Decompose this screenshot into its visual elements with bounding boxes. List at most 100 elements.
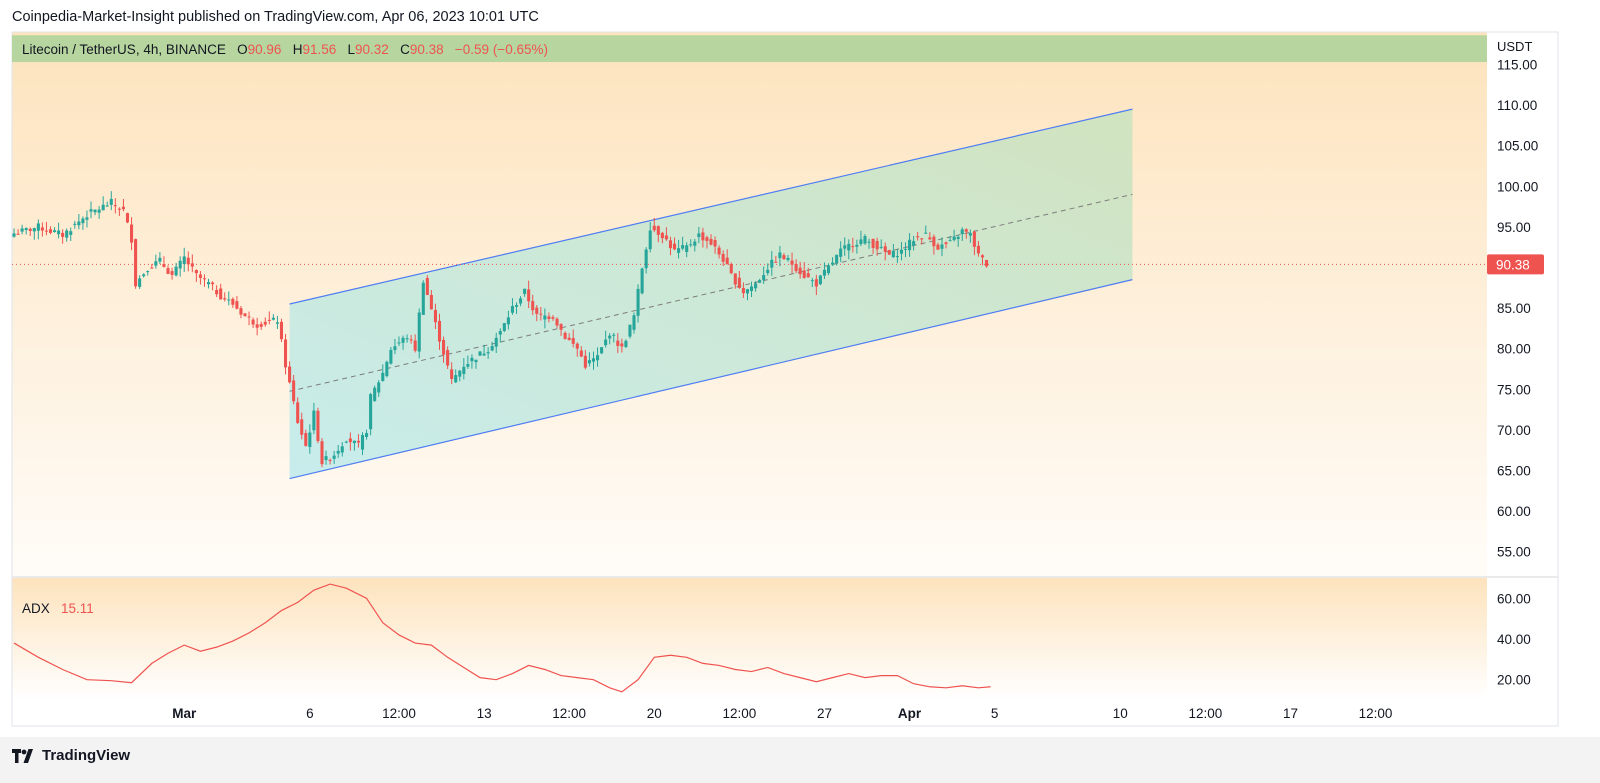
candle-body bbox=[267, 319, 271, 321]
candle-body bbox=[980, 255, 985, 258]
candle-body bbox=[924, 232, 928, 234]
candle-body bbox=[883, 246, 887, 252]
candle-body bbox=[369, 394, 373, 430]
candle-body bbox=[97, 209, 101, 213]
candle-body bbox=[555, 318, 559, 326]
candle-body bbox=[125, 213, 130, 223]
time-axis-tick: 12:00 bbox=[1188, 706, 1222, 721]
candle-body bbox=[798, 267, 802, 275]
candle-body bbox=[417, 312, 421, 352]
candle-body bbox=[887, 250, 891, 255]
candle-body bbox=[194, 270, 198, 274]
adx-axis-tick: 40.00 bbox=[1497, 632, 1531, 647]
time-axis-tick: 13 bbox=[477, 706, 492, 721]
candle-body bbox=[563, 332, 567, 339]
candle-body bbox=[271, 317, 275, 320]
candle-body bbox=[57, 230, 61, 235]
candle-body bbox=[85, 217, 89, 220]
price-axis-tick: 70.00 bbox=[1497, 423, 1531, 438]
candle-body bbox=[377, 382, 381, 393]
candle-body bbox=[154, 261, 158, 266]
tradingview-logo[interactable]: TradingView bbox=[12, 747, 130, 764]
candle-body bbox=[608, 335, 612, 339]
candle-body bbox=[668, 240, 673, 249]
channel-upper-line bbox=[289, 108, 1133, 305]
candle-body bbox=[826, 265, 831, 274]
candle-body bbox=[940, 244, 944, 249]
candle-body bbox=[332, 455, 336, 459]
candle-body bbox=[73, 223, 77, 225]
candle-body bbox=[81, 218, 85, 224]
candle-body bbox=[166, 268, 170, 274]
candle-body bbox=[312, 410, 316, 431]
candle-body bbox=[308, 432, 312, 447]
change-value: −0.59 (−0.65%) bbox=[454, 42, 548, 57]
price-chart[interactable]: USDT115.00110.00105.00100.0095.0090.0085… bbox=[0, 0, 1600, 737]
candle-body bbox=[685, 245, 689, 252]
candle-body bbox=[109, 198, 113, 205]
adx-line bbox=[13, 583, 991, 693]
candle-body bbox=[519, 298, 523, 304]
candle-body bbox=[705, 237, 709, 241]
candle-body bbox=[604, 339, 608, 346]
candle-body bbox=[693, 241, 697, 246]
price-axis-tick: 75.00 bbox=[1497, 382, 1531, 397]
time-axis-tick: 6 bbox=[306, 706, 314, 721]
price-axis-tick: 65.00 bbox=[1497, 463, 1531, 478]
time-axis-tick: 12:00 bbox=[722, 706, 756, 721]
candle-body bbox=[328, 459, 332, 461]
candle-body bbox=[903, 248, 908, 250]
candle-body bbox=[397, 342, 401, 344]
candle-body bbox=[875, 240, 879, 250]
candle-body bbox=[774, 261, 778, 263]
candle-body bbox=[20, 228, 24, 232]
candle-body bbox=[482, 353, 486, 356]
candle-body bbox=[891, 250, 895, 258]
candle-body bbox=[579, 350, 583, 357]
low-label: L bbox=[347, 42, 356, 57]
candle-body bbox=[247, 316, 251, 318]
candle-body bbox=[547, 316, 551, 319]
candle-body bbox=[182, 256, 186, 264]
candle-body bbox=[138, 278, 142, 287]
candle-body bbox=[190, 263, 194, 267]
candle-body bbox=[863, 236, 867, 244]
candle-body bbox=[713, 240, 717, 247]
candle-body bbox=[202, 278, 207, 280]
candle-body bbox=[514, 305, 519, 307]
candle-body bbox=[733, 273, 737, 285]
candle-body bbox=[632, 315, 636, 330]
candle-body bbox=[506, 317, 510, 325]
candle-body bbox=[721, 254, 725, 262]
close-value: 90.38 bbox=[409, 42, 444, 57]
adx-axis-tick: 60.00 bbox=[1497, 591, 1531, 606]
price-axis-tick: 85.00 bbox=[1497, 301, 1531, 316]
candle-body bbox=[600, 347, 604, 354]
candle-body bbox=[162, 264, 166, 267]
candle-body bbox=[251, 319, 255, 325]
candle-body bbox=[689, 244, 693, 246]
candle-body bbox=[790, 260, 794, 265]
candle-body bbox=[697, 233, 701, 238]
candle-body bbox=[908, 239, 912, 251]
candle-body bbox=[105, 205, 109, 207]
candle-body bbox=[672, 243, 677, 250]
channel-lower-line bbox=[289, 279, 1133, 480]
candle-body bbox=[543, 315, 547, 320]
symbol-legend: Litecoin / TetherUS, 4h, BINANCE O90.96 … bbox=[22, 42, 548, 57]
candle-body bbox=[810, 280, 814, 282]
time-axis-tick: 12:00 bbox=[552, 706, 586, 721]
candle-body bbox=[527, 289, 531, 302]
channel-median-line bbox=[289, 193, 1133, 392]
candle-body bbox=[851, 246, 855, 248]
candle-body bbox=[198, 274, 202, 278]
candle-body bbox=[389, 349, 393, 364]
last-price-label: 90.38 bbox=[1496, 257, 1530, 272]
close-label: C bbox=[400, 42, 410, 57]
candle-body bbox=[421, 282, 425, 315]
candle-body bbox=[316, 410, 320, 441]
candle-body bbox=[749, 286, 754, 292]
price-axis-tick: 100.00 bbox=[1497, 179, 1538, 194]
candle-body bbox=[616, 340, 620, 346]
candle-body bbox=[636, 288, 640, 316]
